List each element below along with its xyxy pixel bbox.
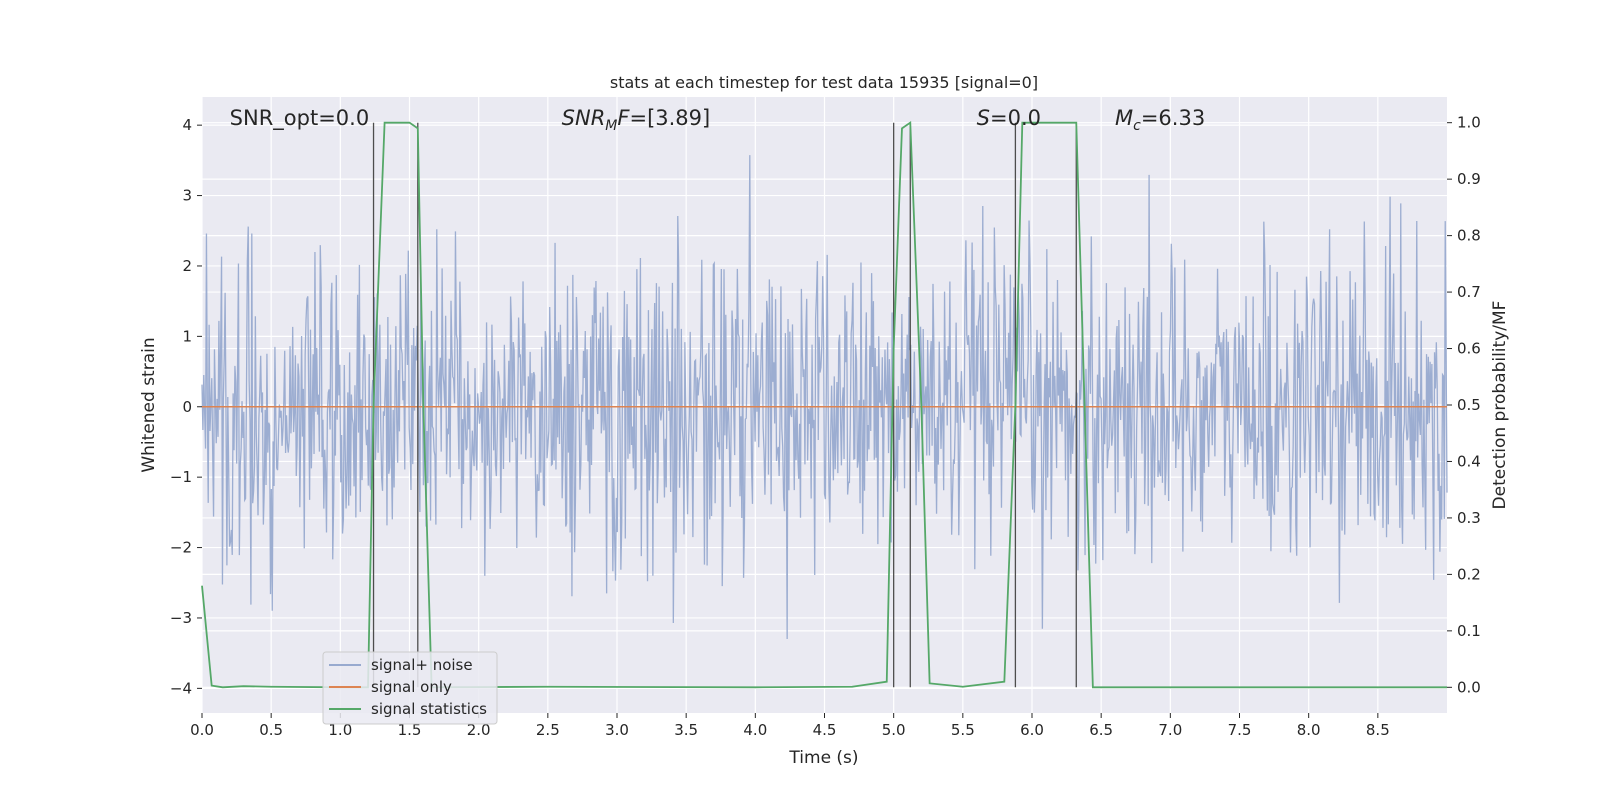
x-tick-label: 6.5 [1089,721,1113,739]
y-left-tick-label: 2 [182,257,192,275]
x-tick-label: 5.5 [951,721,975,739]
annotation-3: S=0.0 [977,106,1041,130]
legend-box [322,651,498,725]
y-right-tick-label: 0.8 [1457,227,1481,245]
x-tick-label: 5.0 [882,721,906,739]
noise-line [201,155,1448,639]
x-tick-label: 7.0 [1158,721,1182,739]
y-left-tick-label: 4 [182,116,192,134]
x-axis-label: Time (s) [788,748,858,768]
annotation-1: SNR_opt=0.0 [230,106,370,131]
y-right-tick-label: 0.7 [1457,283,1481,301]
y-left-tick-label: −2 [170,539,192,557]
x-tick-label: 3.5 [674,721,698,739]
y-right-tick-label: 0.5 [1457,396,1481,414]
chart-title: stats at each timestep for test data 159… [610,73,1038,92]
x-tick-label: 8.5 [1366,721,1390,739]
x-tick-label: 4.0 [743,721,767,739]
y-right-tick-label: 0.2 [1457,565,1481,583]
annotations: SNR_opt=0.0 SNRMF=[3.89] S=0.0 Mc=6.33 [230,106,1206,134]
x-tick-label: 1.0 [328,721,352,739]
y-axis-right-ticks: 0.0 0.1 0.2 0.3 0.4 0.5 0.6 0.7 0.8 0.9 1.0 [1447,114,1481,696]
y-left-tick-label: −4 [170,679,192,697]
x-tick-label: 2.0 [467,721,491,739]
y-axis-left-ticks: −4 −3 −2 −1 0 1 2 3 4 [170,116,202,697]
y-right-tick-label: 0.4 [1457,452,1481,470]
y-left-tick-label: 3 [182,187,192,205]
y-left-tick-label: 1 [182,327,192,345]
x-tick-label: 3.0 [605,721,629,739]
annotation-2: SNRMF=[3.89] [562,106,711,134]
annotation-4: Mc=6.33 [1115,106,1205,134]
y-left-tick-label: 0 [182,398,192,416]
signal-noise-series [201,155,1448,639]
x-tick-label: 7.5 [1228,721,1252,739]
legend-label-signal-only: signal only [371,678,452,696]
legend-label-statistics: signal statistics [371,700,487,718]
legend-label-noise: signal+ noise [371,656,473,674]
y-right-tick-label: 0.6 [1457,340,1481,358]
y-axis-left-label: Whitened strain [139,337,159,472]
x-tick-label: 0.0 [190,721,214,739]
y-right-tick-label: 0.3 [1457,509,1481,527]
y-left-tick-label: −3 [170,609,192,627]
y-left-tick-label: −1 [170,468,192,486]
x-tick-label: 8.0 [1297,721,1321,739]
y-axis-right-label: Detection probability/MF [1490,301,1510,510]
y-right-tick-label: 0.9 [1457,170,1481,188]
y-right-tick-label: 1.0 [1457,114,1481,132]
x-tick-label: 2.5 [536,721,560,739]
x-tick-label: 1.5 [398,721,422,739]
x-tick-label: 6.0 [1020,721,1044,739]
y-right-tick-label: 0.1 [1457,622,1481,640]
x-axis-ticks: 0.0 0.5 1.0 1.5 2.0 2.5 3.0 3.5 4.0 4.5 5.0 5.5 6.0 6… [190,713,1390,739]
x-tick-label: 0.5 [259,721,283,739]
legend: signal+ noise signal only signal statist… [322,651,498,725]
x-tick-label: 4.5 [813,721,837,739]
y-right-tick-label: 0.0 [1457,678,1481,696]
